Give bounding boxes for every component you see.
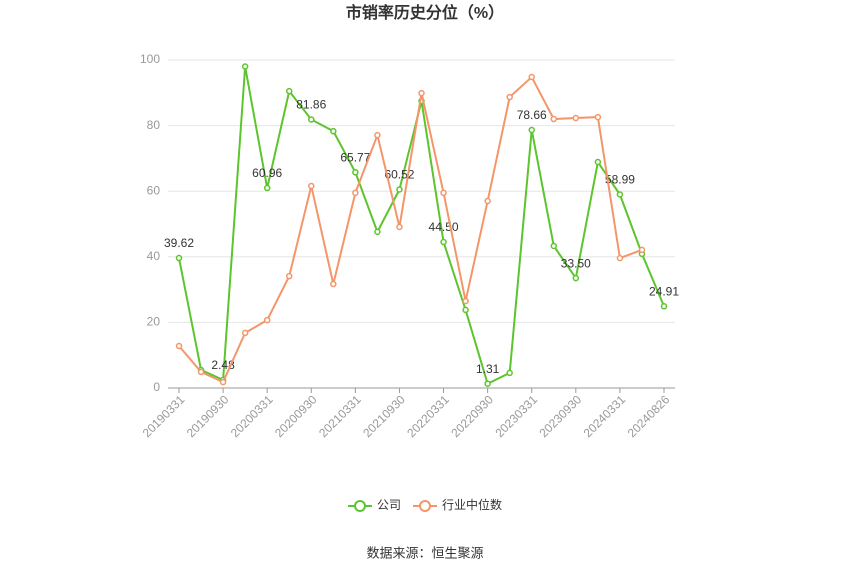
point [440, 238, 447, 246]
point [506, 369, 513, 377]
y-tick-label: 40 [147, 249, 161, 263]
point [330, 127, 337, 135]
y-tick-label: 80 [147, 118, 161, 132]
data-label: 60.96 [252, 166, 282, 180]
point [352, 189, 359, 197]
legend-swatch [354, 500, 366, 512]
point [462, 297, 469, 305]
point [285, 87, 293, 95]
x-tick-label: 20220331 [404, 392, 452, 440]
data-label: 1.31 [476, 362, 500, 376]
point [396, 223, 403, 231]
point [616, 191, 624, 198]
point [263, 184, 271, 192]
x-tick-label: 20220930 [448, 392, 496, 440]
data-label: 39.62 [164, 236, 194, 250]
point [219, 378, 227, 386]
x-tick-label: 20230930 [537, 392, 585, 440]
data-label: 24.91 [649, 284, 679, 298]
point [484, 380, 491, 387]
y-tick-label: 20 [147, 315, 161, 329]
data-label: 33.50 [561, 256, 591, 270]
point [594, 113, 602, 121]
point [638, 246, 646, 254]
data-label: 44.50 [429, 220, 459, 234]
point [197, 368, 205, 376]
y-tick-label: 60 [147, 183, 161, 197]
source: 数据来源：恒生聚源 [366, 545, 483, 560]
point [462, 306, 469, 314]
x-tick-label: 20190331 [140, 392, 188, 440]
data-label: 65.77 [340, 150, 370, 164]
point [594, 158, 602, 166]
point [440, 189, 447, 197]
legend-swatch [419, 500, 431, 512]
legend-label: 行业中位数 [442, 497, 502, 512]
point [418, 89, 425, 97]
point [528, 126, 535, 134]
y-tick-label: 0 [153, 380, 160, 394]
y-tick-label: 100 [140, 52, 160, 66]
point [374, 228, 381, 236]
point [241, 63, 249, 70]
series-line [178, 66, 665, 386]
x-tick-label: 20200331 [228, 392, 276, 440]
point [241, 329, 249, 337]
x-tick-label: 20210331 [316, 392, 364, 440]
point [572, 114, 580, 122]
point [572, 274, 580, 282]
point [175, 254, 183, 262]
point [660, 303, 668, 310]
point [528, 73, 535, 81]
point [616, 254, 624, 262]
x-tick-label: 20210930 [360, 392, 408, 440]
point [484, 197, 491, 205]
point [175, 342, 183, 350]
chart-title: 市销率历史分位（%） [346, 3, 504, 22]
point [308, 182, 315, 190]
point [285, 272, 293, 280]
legend-label: 公司 [377, 498, 401, 512]
x-tick-label: 20200930 [272, 392, 320, 440]
x-tick-label: 20190930 [184, 392, 232, 440]
x-tick-label: 20240826 [625, 392, 673, 440]
point [374, 131, 381, 139]
x-tick-label: 20230331 [492, 392, 540, 440]
point [396, 186, 403, 193]
point [550, 242, 558, 250]
series-line [178, 75, 643, 384]
point [506, 93, 513, 101]
point [352, 169, 359, 176]
point [308, 116, 315, 123]
data-label: 78.66 [517, 108, 547, 122]
x-tick-label: 20240331 [581, 392, 629, 440]
data-label: 81.86 [296, 98, 326, 112]
point [550, 115, 558, 123]
point [263, 316, 271, 324]
point [330, 280, 337, 288]
data-label: 58.99 [605, 173, 635, 187]
